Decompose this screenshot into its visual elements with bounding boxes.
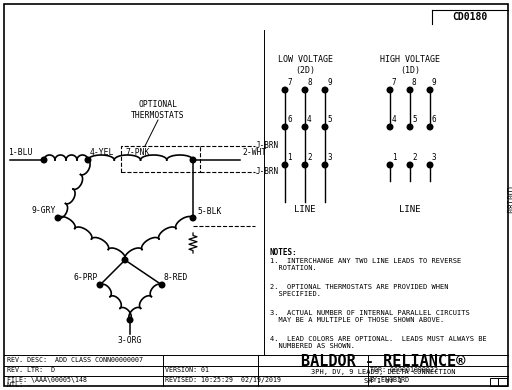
Text: 4: 4 [307,115,312,124]
Text: LOW VOLTAGE
(2D): LOW VOLTAGE (2D) [278,55,332,75]
Text: LINE: LINE [294,206,316,214]
Bar [490,378,498,386]
Text: HIGH VOLTAGE
(1D): HIGH VOLTAGE (1D) [380,55,440,75]
Text: VERSION: 01: VERSION: 01 [165,367,209,373]
Text: 9-GRY: 9-GRY [32,206,56,215]
Text: J-BRN: J-BRN [256,140,279,149]
Text: TDR: 000001099922: TDR: 000001099922 [370,367,438,373]
Text: 7: 7 [287,78,292,87]
Text: 3PH, DV, 9 LEADS, DELTA CONNECTION: 3PH, DV, 9 LEADS, DELTA CONNECTION [311,369,455,375]
Text: 8: 8 [412,78,417,87]
Text: 7: 7 [392,78,397,87]
Circle shape [282,124,288,130]
Text: REVISED: 10:25:29  02/19/2019: REVISED: 10:25:29 02/19/2019 [165,377,281,383]
Text: SH 1 of 1: SH 1 of 1 [364,378,402,384]
Circle shape [322,124,328,130]
Text: 3: 3 [432,153,437,162]
Text: 2-WHT: 2-WHT [242,148,266,157]
Text: BY:ENGBIRD: BY:ENGBIRD [370,377,410,383]
Circle shape [41,157,47,163]
Text: REV. LTR:  D: REV. LTR: D [7,367,55,373]
Circle shape [190,215,196,221]
Text: 7-PNK: 7-PNK [125,148,150,157]
Circle shape [407,124,413,130]
Text: 4-YEL: 4-YEL [90,148,114,157]
Circle shape [302,162,308,168]
Circle shape [302,87,308,93]
Text: BALDOR - RELIANCE®: BALDOR - RELIANCE® [301,355,465,369]
Circle shape [85,157,91,163]
Circle shape [427,124,433,130]
Text: REV. DESC:  ADD CLASS CONN00000007: REV. DESC: ADD CLASS CONN00000007 [7,357,143,363]
Bar [498,378,507,386]
Text: 9: 9 [327,78,332,87]
Circle shape [322,162,328,168]
Text: LINE: LINE [399,206,421,214]
Circle shape [387,87,393,93]
Text: 2: 2 [307,153,312,162]
Circle shape [282,162,288,168]
Bar [121,146,200,172]
Circle shape [407,87,413,93]
Text: FILE: \AAA\00005\148: FILE: \AAA\00005\148 [7,377,87,383]
Text: 2: 2 [412,153,417,162]
Circle shape [122,257,128,263]
Circle shape [387,124,393,130]
Text: 1.  INTERCHANGE ANY TWO LINE LEADS TO REVERSE
  ROTATION.: 1. INTERCHANGE ANY TWO LINE LEADS TO REV… [270,258,461,271]
Text: 1: 1 [392,153,397,162]
Circle shape [322,87,328,93]
Text: 5: 5 [412,115,417,124]
Text: 6-PRP: 6-PRP [74,273,98,282]
Text: 5-BLK: 5-BLK [197,207,221,216]
Text: 5: 5 [327,115,332,124]
Circle shape [55,215,61,221]
Text: 3.  ACTUAL NUMBER OF INTERNAL PARALLEL CIRCUITS
  MAY BE A MULTIPLE OF THOSE SHO: 3. ACTUAL NUMBER OF INTERNAL PARALLEL CI… [270,310,470,323]
Text: NOTES:: NOTES: [270,248,298,257]
Text: 9: 9 [432,78,437,87]
Text: 6: 6 [432,115,437,124]
Text: 8: 8 [307,78,312,87]
Text: CD0180: CD0180 [453,12,487,22]
Circle shape [282,87,288,93]
Circle shape [159,282,165,288]
Text: 4.  LEAD COLORS ARE OPTIONAL.  LEADS MUST ALWAYS BE
  NUMBERED AS SHOWN.: 4. LEAD COLORS ARE OPTIONAL. LEADS MUST … [270,336,487,349]
Text: 2.  OPTIONAL THERMOSTATS ARE PROVIDED WHEN
  SPECIFIED.: 2. OPTIONAL THERMOSTATS ARE PROVIDED WHE… [270,284,449,298]
Circle shape [407,162,413,168]
Text: 3-ORG: 3-ORG [118,336,142,345]
Circle shape [427,162,433,168]
Circle shape [97,282,103,288]
Text: 6: 6 [287,115,292,124]
Text: NTL: -: NTL: - [7,382,31,388]
Circle shape [387,162,393,168]
Circle shape [127,317,133,323]
Circle shape [190,157,196,163]
Text: 8-RED: 8-RED [164,273,188,282]
Text: 3: 3 [327,153,332,162]
Text: OPTIONAL
THERMOSTATS: OPTIONAL THERMOSTATS [131,100,185,120]
Text: J-BRN: J-BRN [256,167,279,176]
Text: 1: 1 [287,153,292,162]
Text: 1-BLU: 1-BLU [8,148,32,157]
Text: 4: 4 [392,115,397,124]
Circle shape [302,124,308,130]
Circle shape [427,87,433,93]
Text: CD0180: CD0180 [503,186,512,214]
